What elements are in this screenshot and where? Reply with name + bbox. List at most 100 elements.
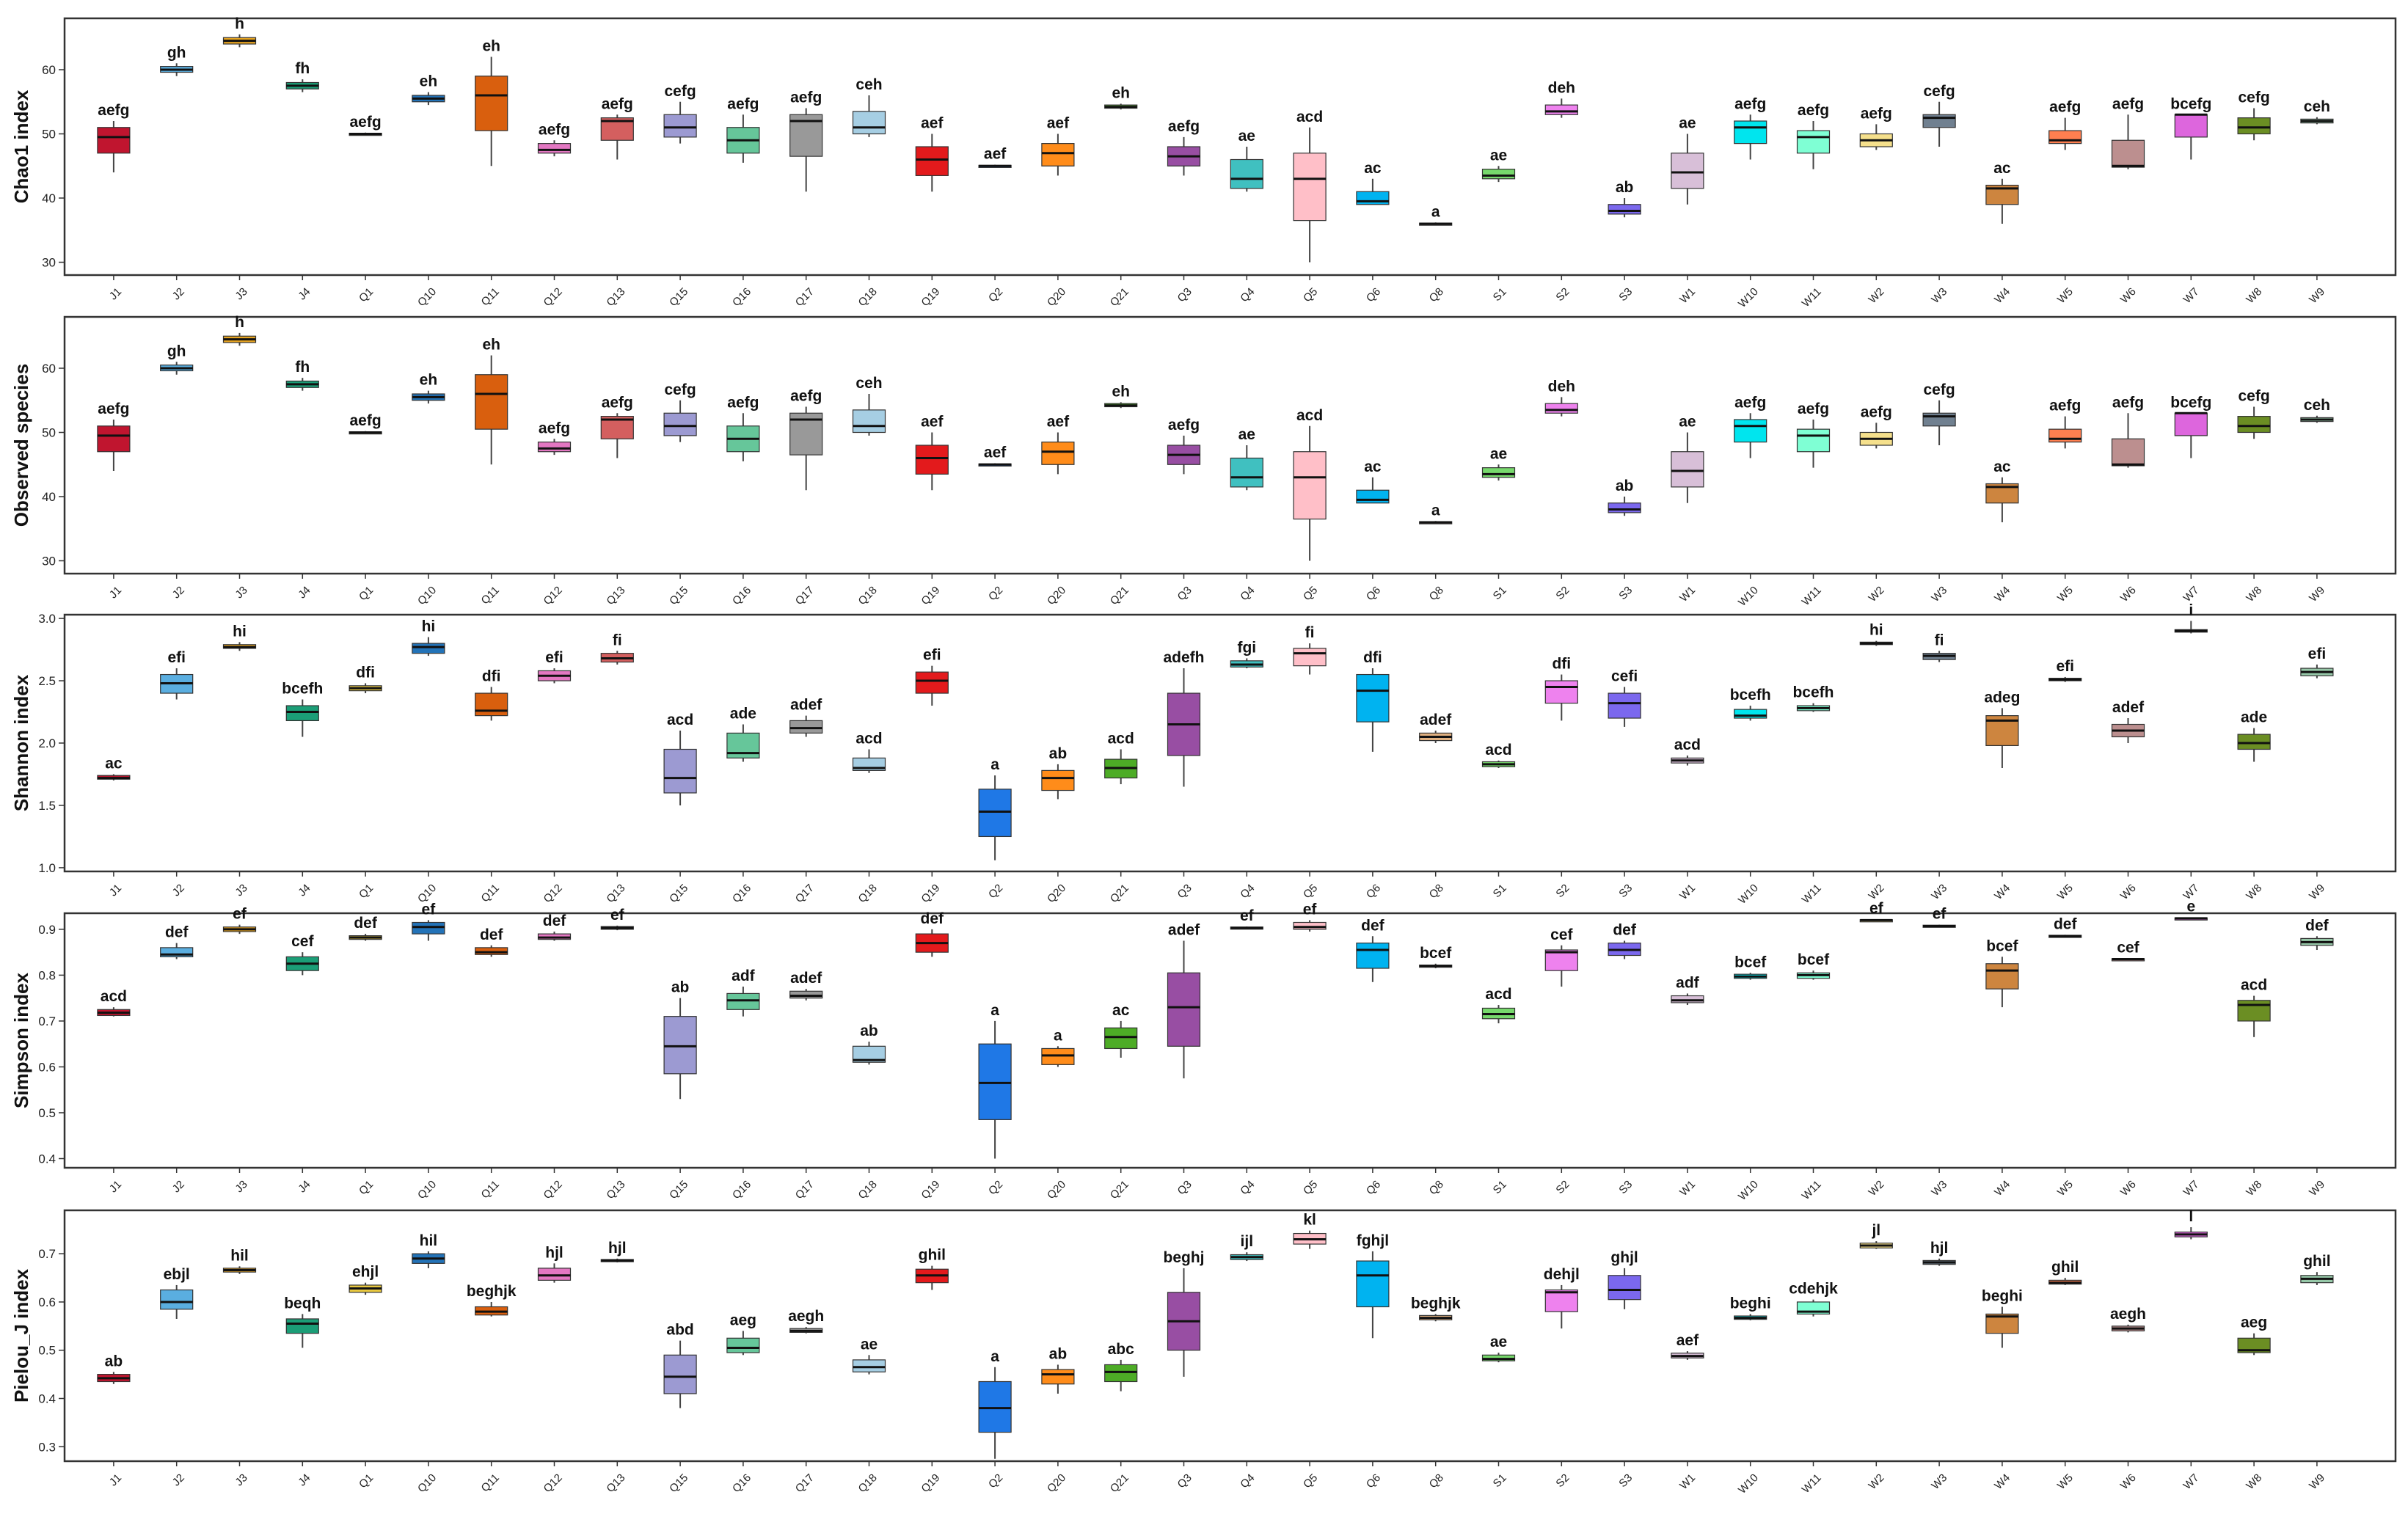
panel-4: Simpson index 0.4 0.5 0.6 0.7 0.8 0.9 acd J1 def J… (10, 899, 2397, 1203)
x-tick-label: W8 (2244, 882, 2264, 902)
box-W11: bcef (1796, 951, 1831, 980)
y-tick-label: 0.6 (38, 1060, 56, 1074)
x-tick-label: Q21 (1108, 584, 1131, 607)
box-W1: ae (1671, 115, 1704, 205)
box-W6: adef (2111, 699, 2145, 743)
iqr-box (915, 671, 949, 694)
iqr-box (97, 127, 131, 154)
x-tick-label: W3 (1929, 882, 1949, 902)
significance-label: ehjl (352, 1264, 379, 1281)
box-W11: aefg (1796, 102, 1831, 169)
x-tick-label: Q16 (730, 1471, 754, 1495)
box-Q21: ac (1104, 1002, 1138, 1058)
significance-label: def (921, 910, 945, 927)
box-Q8: adef (1419, 712, 1453, 743)
x-tick-label: Q2 (986, 882, 1005, 901)
box-W11: aefg (1796, 401, 1831, 468)
box-Q1: dfi (349, 664, 382, 694)
significance-label: bcefg (2170, 394, 2211, 411)
y-tick-label: 30 (42, 555, 56, 568)
box-S3: def (1608, 922, 1641, 959)
box-W4: bcef (1985, 937, 2019, 1008)
x-tick-label: Q13 (604, 1471, 627, 1495)
significance-label: ef (233, 906, 247, 923)
x-tick-label: Q3 (1175, 285, 1194, 304)
y-tick-label: 0.9 (38, 923, 56, 937)
significance-label: aefg (727, 394, 759, 411)
box-Q8: a (1419, 502, 1453, 524)
x-tick-label: W5 (2055, 882, 2076, 902)
iqr-box (475, 76, 508, 131)
iqr-box (1293, 648, 1327, 667)
box-W4: ac (1985, 160, 2019, 224)
significance-label: aefg (602, 394, 633, 411)
box-Q10: eh (412, 372, 445, 404)
y-tick-label: 0.7 (38, 1247, 56, 1261)
x-tick-label: W1 (1677, 584, 1698, 604)
significance-label: aefg (1861, 105, 1892, 122)
x-tick-label: Q16 (730, 882, 754, 905)
iqr-box (1293, 921, 1327, 930)
x-tick-label: W1 (1677, 285, 1698, 306)
box-W3: cefg (1922, 381, 1956, 445)
box-Q15: acd (663, 712, 697, 805)
box-Q20: a (1041, 1027, 1075, 1067)
box-W10: aefg (1734, 95, 1767, 160)
significance-label: aef (921, 115, 944, 132)
box-J3: hil (222, 1247, 257, 1274)
box-W8: ade (2237, 709, 2271, 762)
y-tick-label: 50 (42, 128, 56, 142)
iqr-box (1544, 104, 1578, 115)
box-Q17: adef (789, 697, 823, 737)
significance-label: ade (730, 706, 756, 723)
significance-label: acd (667, 712, 693, 728)
box-Q6: ac (1356, 458, 1390, 504)
x-tick-label: W10 (1736, 1471, 1761, 1496)
iqr-box (1671, 451, 1704, 488)
x-tick-label: J3 (233, 584, 249, 601)
box-Q13: hjl (600, 1240, 634, 1263)
iqr-box (1104, 1027, 1138, 1050)
box-Q10: hil (412, 1232, 445, 1268)
significance-label: hi (1869, 622, 1883, 639)
iqr-box (978, 1380, 1012, 1433)
panel-5: Pielou_J index 0.3 0.4 0.5 0.6 0.7 ab J1 ebjl J2 h… (10, 1208, 2397, 1496)
x-tick-label: W6 (2118, 584, 2139, 604)
x-tick-label: J1 (107, 882, 124, 899)
significance-label: aefg (2049, 99, 2081, 116)
x-tick-label: Q8 (1427, 1471, 1446, 1491)
box-Q13: aefg (600, 95, 634, 160)
x-tick-label: Q6 (1364, 1178, 1383, 1197)
y-tick-label: 40 (42, 191, 56, 205)
box-S2: dfi (1544, 656, 1578, 721)
box-Q4: ae (1230, 128, 1263, 192)
significance-label: aefg (350, 114, 382, 131)
box-W6: cef (2111, 939, 2145, 962)
box-Q3: adefh (1163, 649, 1205, 787)
x-tick-label: Q5 (1301, 584, 1320, 603)
iqr-box (2111, 139, 2145, 168)
x-tick-label: J2 (170, 584, 187, 601)
significance-label: aefg (1861, 403, 1892, 420)
x-tick-label: W7 (2181, 285, 2202, 306)
x-tick-label: Q10 (415, 1471, 439, 1495)
box-J4: beqh (284, 1295, 321, 1348)
significance-label: ac (1364, 458, 1382, 475)
x-tick-label: Q13 (604, 1178, 627, 1202)
box-W2: ef (1859, 900, 1893, 923)
significance-label: aefg (98, 102, 129, 119)
significance-label: beqh (284, 1295, 321, 1312)
box-W2: aefg (1859, 403, 1893, 449)
significance-label: def (354, 915, 378, 932)
significance-label: beghjk (1411, 1295, 1461, 1312)
box-Q13: fi (600, 632, 634, 665)
box-Q6: dfi (1356, 649, 1390, 752)
box-W7: i (2174, 601, 2208, 634)
iqr-box (663, 1354, 697, 1394)
box-Q21: abc (1104, 1341, 1138, 1392)
significance-label: bcefh (1792, 684, 1834, 701)
iqr-box (2237, 734, 2271, 750)
significance-label: a (1431, 203, 1440, 220)
x-tick-label: W2 (1867, 285, 1887, 306)
x-tick-label: Q2 (986, 584, 1005, 603)
